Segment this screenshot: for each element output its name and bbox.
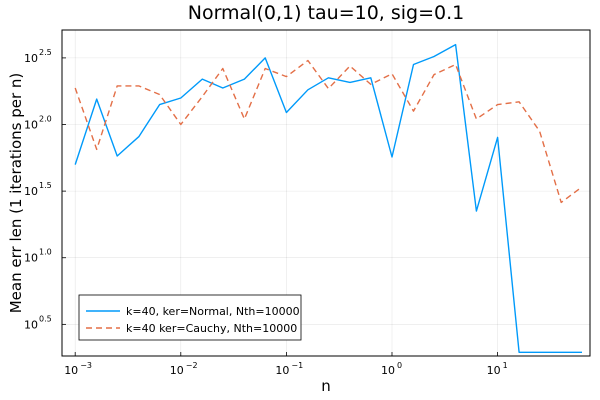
y-tick-label: 10	[24, 185, 38, 198]
y-tick-label: 10	[24, 118, 38, 131]
y-tick-exponent: 1.0	[39, 248, 52, 257]
series-line-normal	[74, 43, 582, 353]
series-lines	[74, 43, 583, 353]
x-tick-exponent: 1	[503, 361, 508, 370]
x-tick-exponent: 0	[397, 361, 402, 370]
x-tick-label: 10	[275, 364, 289, 377]
y-tick-label: 10	[24, 252, 38, 265]
legend-label-normal: k=40, ker=Normal, Nth=10000	[126, 305, 300, 318]
x-tick-exponent: −1	[291, 361, 303, 370]
x-tick-label: 10	[170, 364, 184, 377]
x-tick-label: 10	[64, 364, 78, 377]
chart-title: Normal(0,1) tau=10, sig=0.1	[188, 2, 465, 24]
x-tick-label: 10	[381, 364, 395, 377]
y-tick-label: 10	[24, 318, 38, 331]
series-line-cauchy	[74, 59, 583, 204]
y-tick-exponent: 1.5	[39, 181, 52, 190]
x-tick-label: 10	[487, 364, 501, 377]
y-axis-label: Mean err len (1 iterations per n)	[7, 73, 25, 314]
x-tick-exponent: −3	[80, 361, 92, 370]
axis-ticks: 10 −3 10 −2 10 −1 10 0 10 110 0.510 1.010 1.510 2.010…	[24, 48, 508, 377]
y-tick-exponent: 0.5	[39, 314, 52, 323]
plot-frame	[61, 29, 591, 357]
x-tick-exponent: −2	[186, 361, 198, 370]
legend-label-cauchy: k=40 ker=Cauchy, Nth=10000	[126, 322, 297, 335]
y-tick-exponent: 2.0	[39, 114, 52, 123]
x-axis-label: n	[321, 377, 331, 395]
legend: k=40, ker=Normal, Nth=10000 k=40 ker=Cau…	[78, 294, 302, 341]
y-tick-label: 10	[24, 52, 38, 65]
legend-box	[78, 294, 302, 341]
y-tick-exponent: 2.5	[39, 48, 52, 57]
